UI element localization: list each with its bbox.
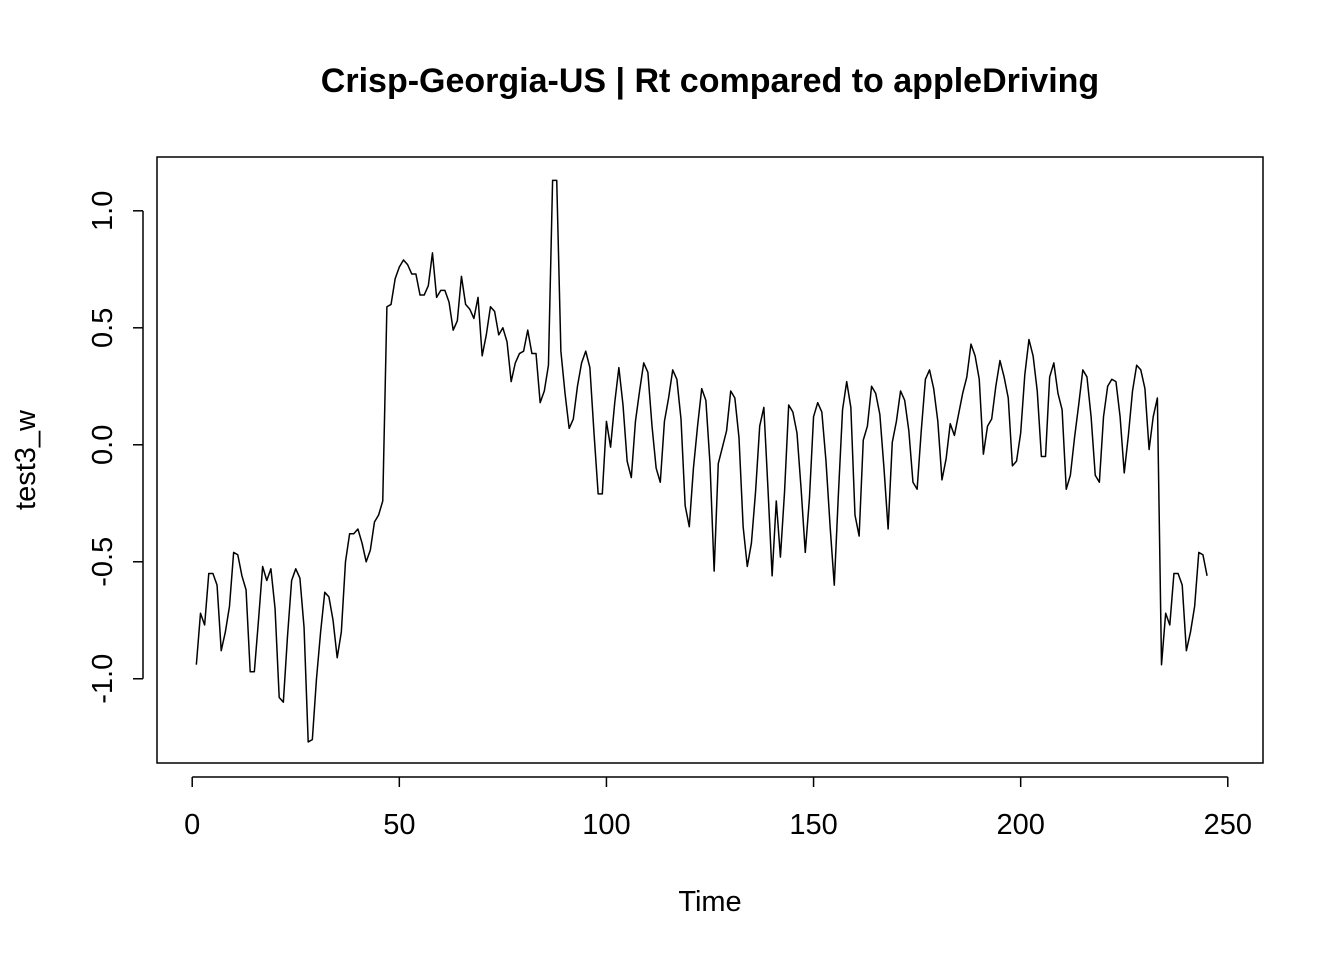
y-axis: -1.0 -0.5 0.0 0.5 1.0 <box>87 191 144 704</box>
x-tick-label: 0 <box>184 809 200 841</box>
x-axis: 0 50 100 150 200 250 <box>184 776 1252 841</box>
y-tick-label: -1.0 <box>87 654 119 704</box>
y-tick-label: -0.5 <box>87 537 119 587</box>
y-tick-label: 0.5 <box>87 308 119 348</box>
y-axis-label: test3_w <box>10 409 42 510</box>
x-tick-label: 150 <box>789 809 837 841</box>
y-tick-label: 0.0 <box>87 425 119 465</box>
x-tick-label: 200 <box>996 809 1044 841</box>
x-tick-label: 50 <box>383 809 415 841</box>
x-axis-label: Time <box>678 886 741 918</box>
x-tick-label: 100 <box>582 809 630 841</box>
plot-frame <box>156 156 1264 764</box>
y-tick-label: 1.0 <box>87 191 119 231</box>
series-line <box>195 179 1208 743</box>
chart-title: Crisp-Georgia-US | Rt compared to appleD… <box>321 62 1099 100</box>
x-tick-label: 250 <box>1204 809 1252 841</box>
